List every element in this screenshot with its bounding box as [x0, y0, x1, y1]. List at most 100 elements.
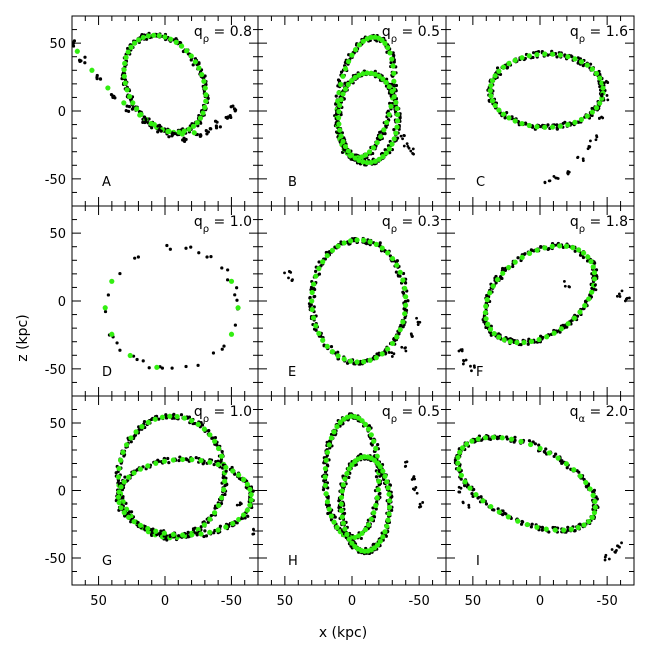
fit-point: [467, 485, 473, 491]
particle-point: [223, 492, 227, 497]
particle-point: [240, 517, 243, 521]
fit-point: [180, 532, 186, 538]
fit-point: [316, 266, 322, 272]
particle-point: [392, 352, 396, 356]
fit-point: [189, 457, 195, 463]
fit-point: [137, 112, 143, 118]
fit-point: [228, 278, 235, 284]
fit-point: [464, 441, 470, 447]
particle-point: [403, 281, 408, 285]
fit-point: [584, 113, 590, 119]
q-label: qα = 2.0: [570, 404, 628, 425]
particle-point: [397, 332, 401, 336]
fit-point: [145, 463, 151, 469]
particle-point: [220, 347, 224, 351]
particle-point: [526, 342, 530, 346]
fit-point: [335, 115, 342, 121]
fit-point: [389, 141, 395, 147]
fit-point: [389, 340, 396, 347]
particle-point: [243, 516, 247, 520]
particle-point: [467, 505, 471, 509]
fit-point: [131, 518, 137, 525]
particle-point: [325, 463, 329, 467]
fit-point: [402, 302, 409, 308]
fit-point: [342, 86, 349, 92]
fit-point: [247, 486, 253, 492]
fit-point: [151, 32, 157, 38]
fit-point: [371, 438, 377, 444]
particle-point: [220, 266, 224, 270]
fit-point: [162, 34, 168, 40]
fit-point: [349, 52, 355, 58]
particle-point: [414, 486, 418, 489]
fit-point: [563, 243, 570, 249]
fit-point: [202, 104, 208, 110]
x-tick-label: -50: [409, 594, 430, 609]
q-label: qρ = 0.5: [382, 24, 440, 45]
particle-point: [233, 323, 237, 327]
fit-point: [387, 50, 393, 56]
fit-point: [337, 102, 343, 109]
fit-point: [228, 331, 235, 337]
fit-point: [223, 524, 229, 530]
fit-point: [339, 514, 345, 520]
panel-data: [486, 49, 610, 185]
fit-point: [386, 84, 392, 90]
particle-point: [186, 530, 190, 534]
particle-point: [191, 63, 195, 67]
fit-point: [133, 429, 139, 435]
q-symbol: q: [194, 214, 203, 230]
fit-point: [501, 337, 507, 343]
particle-point: [376, 442, 380, 447]
fit-point: [352, 46, 359, 53]
particle-point: [406, 145, 410, 148]
particle-point: [607, 557, 611, 561]
particle-point: [184, 137, 188, 142]
fit-point: [499, 435, 505, 441]
fit-point: [198, 457, 204, 464]
fit-point: [367, 357, 373, 363]
fit-point: [590, 264, 596, 270]
x-tick-label: 50: [465, 594, 482, 609]
panel-frame: [257, 395, 447, 586]
panel-data: [333, 33, 415, 167]
fit-point: [382, 40, 388, 47]
fit-point: [309, 289, 315, 296]
fit-point: [329, 349, 336, 355]
particle-point: [615, 294, 619, 298]
particle-point: [389, 61, 393, 65]
fit-point: [344, 471, 350, 477]
fit-point: [368, 516, 374, 522]
particle-point: [555, 123, 559, 127]
fit-point: [240, 512, 247, 518]
fit-point: [248, 497, 254, 503]
fit-point: [378, 133, 384, 140]
y-tick-label: 0: [58, 485, 66, 500]
q-label: qρ = 1.0: [194, 404, 252, 425]
particle-point: [147, 366, 151, 370]
fit-point: [115, 494, 122, 500]
fit-point: [322, 482, 329, 489]
particle-point: [411, 147, 415, 151]
particle-point: [118, 348, 122, 352]
fit-point: [168, 36, 174, 42]
fit-point: [371, 510, 377, 516]
particle-point: [196, 363, 200, 367]
particle-point: [531, 55, 535, 60]
particle-point: [552, 454, 556, 459]
particle-point: [511, 264, 515, 269]
fit-point: [394, 262, 400, 268]
fit-point: [346, 536, 352, 542]
particle-point: [129, 520, 133, 524]
particle-point: [321, 488, 326, 492]
particle-point: [421, 501, 425, 504]
y-tick-label: -50: [45, 173, 66, 188]
particle-point: [194, 531, 198, 535]
fit-point: [123, 442, 130, 448]
fit-point: [356, 157, 362, 163]
fit-point: [139, 424, 145, 430]
particle-point: [199, 121, 203, 125]
fit-point: [386, 504, 393, 510]
particle-point: [552, 174, 556, 178]
particle-point: [123, 475, 127, 479]
